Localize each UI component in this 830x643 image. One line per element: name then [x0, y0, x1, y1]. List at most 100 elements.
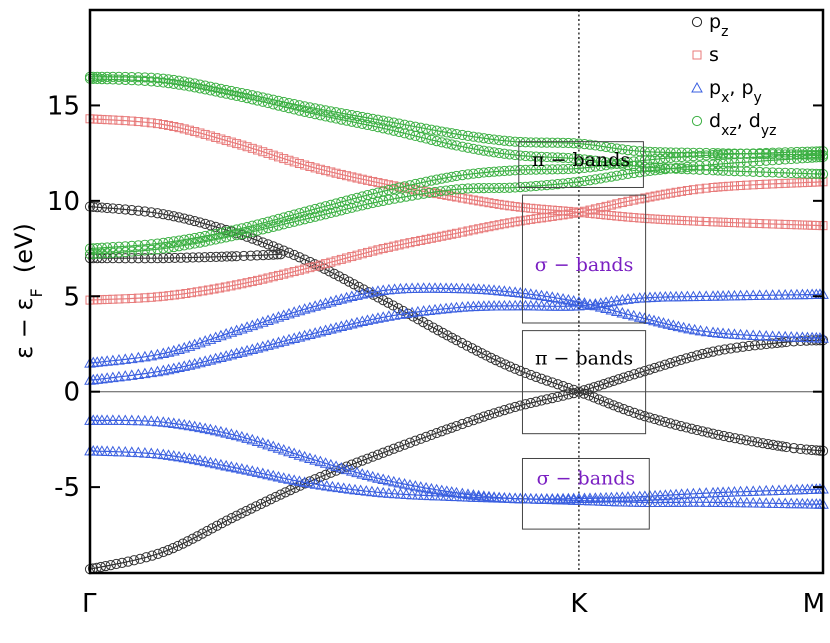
band-point [481, 350, 492, 361]
band-point [102, 115, 112, 125]
band-point [169, 122, 179, 132]
band-point [456, 337, 467, 349]
band-point [139, 75, 150, 87]
band-point [133, 117, 143, 127]
band-point [757, 438, 768, 449]
band-point [718, 217, 728, 227]
band-point [536, 151, 547, 162]
band-point [139, 367, 151, 379]
band-point [655, 164, 666, 175]
band-point [126, 71, 137, 83]
band-point [225, 428, 238, 439]
band-point [146, 239, 157, 250]
band-point [125, 446, 138, 457]
band-point [383, 116, 394, 127]
band-point [423, 489, 436, 501]
band-point [199, 252, 210, 263]
band-point [660, 189, 670, 199]
band-point [394, 240, 404, 250]
band-point [622, 157, 634, 168]
band-point [394, 118, 405, 129]
band-point [372, 196, 384, 207]
band-point [500, 359, 511, 370]
band-point [525, 137, 536, 148]
band-point [421, 133, 432, 144]
band-point [531, 204, 541, 214]
band-point [773, 289, 785, 300]
band-point [701, 160, 712, 171]
band-point [310, 203, 321, 215]
band-point [526, 214, 536, 224]
band-point [352, 250, 362, 260]
band-point [474, 196, 484, 206]
band-point [289, 249, 300, 261]
band-region-label: σ − bands [535, 254, 634, 276]
band-point [325, 467, 336, 478]
band-point [289, 157, 299, 167]
band-point [590, 140, 601, 151]
band-point [478, 182, 489, 194]
band-point [383, 124, 394, 135]
band-series-s [85, 177, 828, 305]
band-point [598, 379, 609, 390]
band-point [413, 314, 424, 325]
band-point [650, 214, 660, 224]
band-point [797, 220, 807, 230]
band-point [102, 294, 112, 304]
band-point [351, 201, 363, 212]
band-point [595, 160, 606, 172]
band-point [132, 414, 145, 426]
band-point [339, 273, 350, 285]
band-point [753, 289, 766, 300]
band-point [520, 399, 531, 410]
band-point [552, 152, 563, 163]
band-point [304, 477, 316, 488]
band-point [241, 321, 253, 332]
band-point [797, 153, 808, 164]
band-line [89, 287, 824, 364]
band-point [199, 422, 212, 434]
band-point [181, 288, 191, 298]
band-point [681, 353, 692, 364]
band-point [639, 410, 650, 422]
band-point [542, 212, 552, 222]
band-point [252, 225, 263, 236]
band-point [210, 234, 221, 245]
band-point [352, 173, 362, 183]
band-point [432, 232, 442, 242]
band-point [655, 190, 665, 200]
band-point [457, 183, 468, 194]
band-point [431, 427, 442, 439]
band-region-box [521, 330, 647, 435]
band-point [766, 484, 779, 496]
band-point [401, 191, 412, 202]
band-point [310, 261, 320, 271]
band-point [251, 466, 264, 477]
band-point [761, 338, 772, 350]
band-point [693, 496, 706, 507]
band-point [410, 237, 420, 247]
band-point [760, 330, 773, 341]
band-point [677, 321, 690, 333]
band-point [510, 363, 521, 374]
band-point [473, 413, 484, 424]
band-point [780, 219, 790, 229]
band-point [412, 189, 423, 200]
band-point [347, 172, 357, 182]
band-point [650, 191, 660, 201]
band-point [600, 141, 612, 153]
band-point [186, 288, 196, 298]
band-point [423, 282, 436, 293]
band-point [146, 292, 156, 302]
band-point [797, 168, 808, 179]
band-point [406, 190, 418, 201]
band-point [211, 520, 223, 531]
band-point [168, 211, 179, 222]
band-point [489, 199, 499, 209]
band-point [372, 114, 384, 125]
band-point [541, 375, 552, 386]
band-point [741, 435, 752, 446]
band-point [372, 449, 384, 460]
band-point [125, 369, 138, 380]
band-point [707, 346, 719, 357]
